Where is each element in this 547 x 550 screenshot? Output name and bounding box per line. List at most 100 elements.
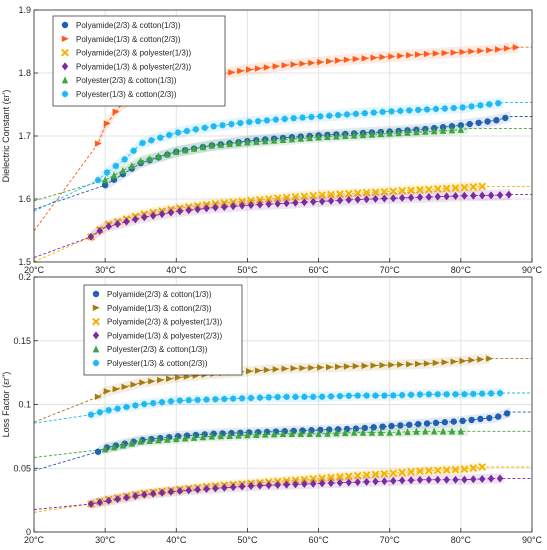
legend-label: Polyamide(1/3) & cotton(2/3)) <box>107 304 212 313</box>
y-tick-label: 0 <box>26 527 31 537</box>
data-point <box>326 58 334 65</box>
y-tick-label: 1.5 <box>18 257 31 267</box>
data-point <box>397 107 404 115</box>
data-point <box>157 134 164 141</box>
series-4 <box>33 473 532 511</box>
legend-marker <box>61 21 69 29</box>
data-point <box>388 422 395 430</box>
data-point <box>237 119 244 127</box>
data-point <box>327 473 335 482</box>
data-point <box>317 113 324 120</box>
data-point <box>448 123 456 130</box>
data-point <box>425 192 433 201</box>
data-point <box>422 127 429 135</box>
data-point <box>370 109 377 116</box>
data-point <box>165 375 173 382</box>
data-point <box>263 117 271 124</box>
data-point <box>486 355 494 362</box>
data-point <box>404 428 411 436</box>
data-point <box>263 366 271 374</box>
data-point <box>291 192 300 201</box>
data-point <box>167 487 175 496</box>
loss-factor-chart: 20°C 30°C 40°C 50°C 60°C 70°C 80°C 90°C 0 0.05 0.1… <box>1 272 543 545</box>
data-point <box>324 132 331 140</box>
data-point <box>345 195 353 204</box>
data-point <box>220 199 229 207</box>
data-point <box>459 104 466 111</box>
data-point <box>244 431 251 439</box>
legend-marker <box>61 76 69 84</box>
data-point <box>272 366 280 373</box>
data-point <box>395 129 402 137</box>
data-point <box>503 45 511 52</box>
x-tick-label: 80°C <box>451 265 472 275</box>
data-point <box>443 192 450 201</box>
data-point <box>146 155 153 163</box>
data-point <box>254 65 262 72</box>
data-point <box>433 184 442 193</box>
data-point <box>128 439 136 447</box>
data-point <box>468 103 475 110</box>
data-point <box>495 100 502 107</box>
data-point <box>457 122 465 129</box>
data-point <box>441 419 449 426</box>
data-point <box>256 394 264 401</box>
data-point <box>190 433 198 441</box>
data-point <box>210 123 217 130</box>
data-point <box>334 363 342 371</box>
data-point <box>416 391 424 398</box>
data-point <box>148 137 155 144</box>
data-point <box>264 195 273 203</box>
data-point <box>407 186 415 195</box>
data-point <box>208 432 216 440</box>
legend-label: Polyester(2/3) & cotton(1/3)) <box>107 345 208 354</box>
data-point <box>318 474 327 483</box>
data-point <box>424 185 433 194</box>
data-point <box>87 232 95 241</box>
data-point <box>247 201 255 210</box>
x-tick-label: 90°C <box>522 535 543 545</box>
data-point <box>406 52 414 59</box>
data-point <box>379 53 387 61</box>
data-point <box>460 465 469 474</box>
data-point <box>397 52 405 60</box>
data-point <box>478 182 487 191</box>
data-point <box>495 46 503 53</box>
data-point <box>194 396 201 404</box>
data-point <box>229 198 238 207</box>
data-point <box>336 196 344 205</box>
data-point <box>283 199 290 208</box>
data-point <box>372 392 379 399</box>
data-point <box>461 390 468 398</box>
data-point <box>389 187 398 196</box>
data-point <box>371 470 380 479</box>
data-point <box>397 422 404 429</box>
data-point <box>432 359 440 367</box>
data-point <box>238 395 246 402</box>
data-point <box>221 202 228 211</box>
data-point <box>457 125 465 133</box>
data-point <box>395 428 402 436</box>
data-point <box>96 498 104 507</box>
data-point <box>372 194 379 203</box>
data-point <box>101 176 109 184</box>
data-point <box>362 188 371 197</box>
data-point <box>308 364 316 371</box>
data-point <box>326 363 334 371</box>
data-point <box>87 411 95 418</box>
data-point <box>363 195 370 204</box>
data-point <box>406 107 413 114</box>
data-point <box>281 115 288 123</box>
data-point <box>381 477 388 486</box>
data-point <box>469 464 478 472</box>
data-point <box>315 133 322 141</box>
data-point <box>262 137 269 145</box>
data-point <box>297 134 304 142</box>
data-point <box>363 477 370 486</box>
x-tick-label: 40°C <box>166 265 187 275</box>
data-point <box>327 190 335 199</box>
data-point <box>256 481 264 490</box>
data-point <box>362 471 371 479</box>
data-point <box>238 482 246 491</box>
